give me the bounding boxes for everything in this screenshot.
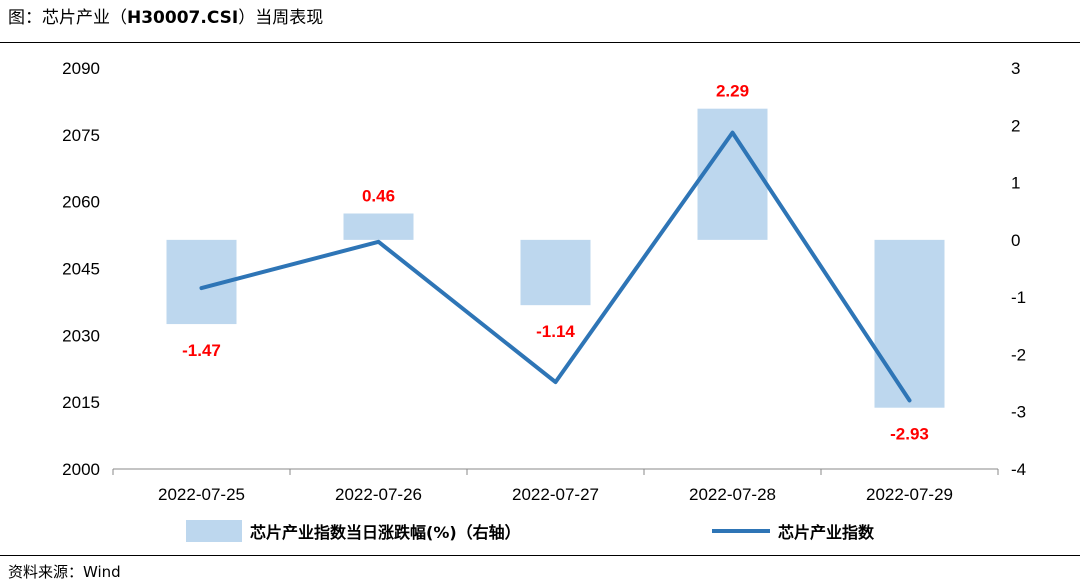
- y-left-tick-label: 2075: [62, 126, 100, 145]
- x-category-label: 2022-07-29: [866, 485, 953, 504]
- y-left-tick-label: 2090: [62, 59, 100, 78]
- legend-line-label: 芯片产业指数: [778, 523, 875, 542]
- title-code: H30007.CSI: [127, 8, 239, 28]
- legend-bar-swatch: [186, 520, 242, 542]
- bar-data-label: -1.47: [182, 341, 221, 360]
- bar-2022-07-29: [874, 239, 945, 408]
- y-right-tick-label: 0: [1011, 231, 1020, 250]
- y-left-tick-label: 2015: [62, 393, 100, 412]
- bar-2022-07-27: [520, 239, 591, 306]
- bar-data-label: -2.93: [890, 425, 929, 444]
- x-category-label: 2022-07-25: [158, 485, 245, 504]
- y-right-tick-label: -2: [1011, 345, 1026, 364]
- y-left-tick-label: 2045: [62, 260, 100, 279]
- y-right-tick-label: -1: [1011, 288, 1026, 307]
- y-right-tick-label: -4: [1011, 460, 1026, 479]
- x-category-label: 2022-07-27: [512, 485, 599, 504]
- bar-2022-07-28: [697, 108, 768, 240]
- chart-title: 图：芯片产业（H30007.CSI）当周表现: [8, 6, 323, 30]
- bar-data-label: 0.46: [362, 187, 395, 206]
- x-category-label: 2022-07-26: [335, 485, 422, 504]
- y-left-tick-label: 2030: [62, 326, 100, 345]
- y-left-tick-label: 2000: [62, 460, 100, 479]
- y-right-tick-label: 3: [1011, 59, 1020, 78]
- bar-data-label: 2.29: [716, 82, 749, 101]
- y-right-tick-label: -3: [1011, 403, 1026, 422]
- bar-2022-07-26: [343, 213, 414, 240]
- title-suffix: ）当周表现: [238, 8, 324, 28]
- legend-item-line: 芯片产业指数: [712, 519, 874, 543]
- bar-data-label: -1.14: [536, 322, 575, 341]
- y-right-tick-label: 1: [1011, 174, 1020, 193]
- source-note: 资料来源：Wind: [8, 563, 121, 581]
- title-prefix: 图：芯片产业（: [8, 8, 127, 28]
- legend-line-swatch: [712, 529, 770, 533]
- y-right-tick-label: 2: [1011, 116, 1020, 135]
- top-divider: [0, 42, 1080, 43]
- x-category-label: 2022-07-28: [689, 485, 776, 504]
- legend-bar-label: 芯片产业指数当日涨跌幅(%)（右轴）: [250, 523, 521, 542]
- index-line: [199, 130, 912, 403]
- y-left-tick-label: 2060: [62, 193, 100, 212]
- legend-item-bar: 芯片产业指数当日涨跌幅(%)（右轴）: [186, 519, 521, 543]
- bottom-divider: [0, 555, 1080, 556]
